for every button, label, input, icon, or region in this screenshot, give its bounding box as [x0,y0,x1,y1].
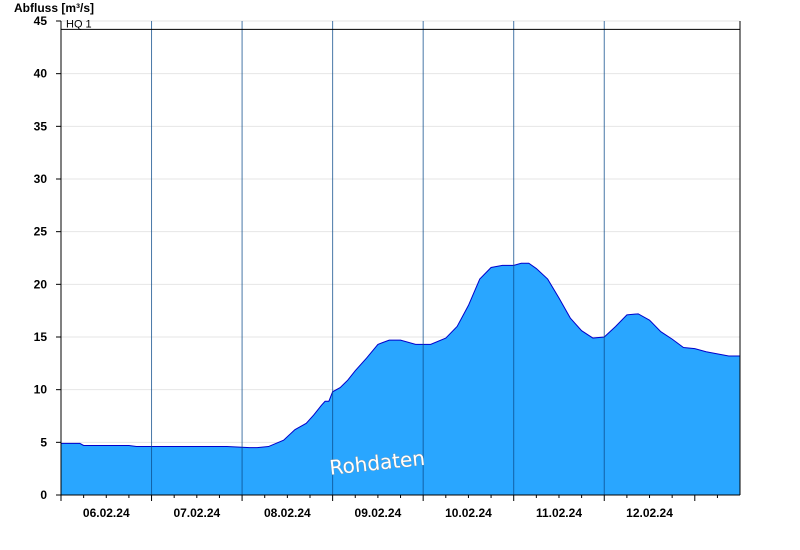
x-tick-label: 12.02.24 [626,506,673,520]
y-tick-label: 15 [34,330,48,344]
x-tick-label: 09.02.24 [355,506,402,520]
y-tick-label: 30 [34,172,48,186]
x-tick-label: 10.02.24 [445,506,492,520]
y-axis-title: Abfluss [m³/s] [14,1,95,15]
y-tick-label: 25 [34,225,48,239]
x-tick-label: 11.02.24 [536,506,582,520]
y-tick-label: 20 [34,277,48,291]
discharge-area [61,263,740,495]
x-tick-label: 07.02.24 [173,506,220,520]
y-tick-label: 0 [40,488,47,502]
y-tick-label: 40 [34,67,48,81]
hq1-label: HQ 1 [66,18,92,30]
y-tick-label: 35 [34,119,48,133]
x-tick-label: 08.02.24 [264,506,311,520]
x-tick-label: 06.02.24 [83,506,130,520]
y-tick-label: 45 [34,14,48,28]
discharge-line [61,262,740,449]
y-tick-label: 5 [40,435,47,449]
y-tick-label: 10 [34,383,48,397]
